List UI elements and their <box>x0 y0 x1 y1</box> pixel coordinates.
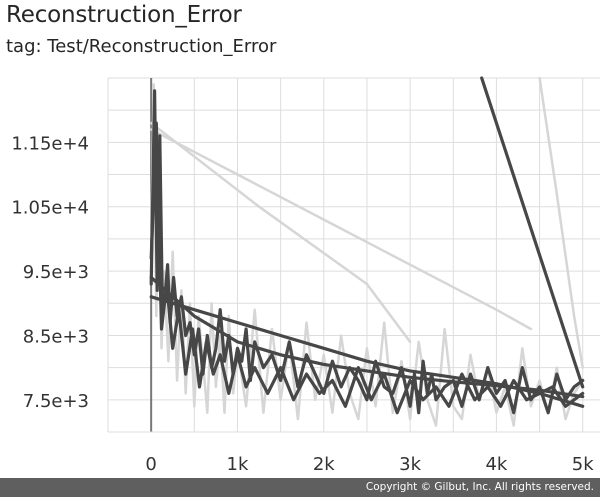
smoothed-series-line-0 <box>149 89 585 415</box>
y-tick-label: 8.5e+3 <box>23 326 89 347</box>
y-tick-label: 9.5e+3 <box>23 262 89 283</box>
x-tick-label: 3k <box>399 454 421 475</box>
chart-title: Reconstruction_Error <box>6 2 242 28</box>
x-tick-label: 5k <box>572 454 594 475</box>
chart-grid <box>107 77 600 433</box>
copyright-text: Copyright © Gilbut, Inc. All rights rese… <box>365 481 594 493</box>
raw-series-line-7 <box>149 128 533 331</box>
y-tick-label: 1.05e+4 <box>11 198 89 219</box>
x-tick-label: 0 <box>145 454 156 475</box>
chart-tag-subtitle: tag: Test/Reconstruction_Error <box>6 36 277 57</box>
raw-series-line-6 <box>149 121 412 344</box>
raw-series-line-8 <box>538 76 584 369</box>
smoothed-series-group <box>149 76 585 415</box>
tick-labels: 7.5e+3 8.5e+3 9.5e+3 1.05e+4 1.15e+4 0 1k 2k 3k 4… <box>11 133 594 475</box>
x-tick-label: 2k <box>313 454 335 475</box>
smoothed-series-line-3 <box>149 275 585 399</box>
smoothed-series-line-4 <box>480 76 585 389</box>
y-tick-label: 7.5e+3 <box>23 391 89 412</box>
copyright-footer: Copyright © Gilbut, Inc. All rights rese… <box>0 478 600 497</box>
y-tick-label: 1.15e+4 <box>11 133 89 154</box>
x-tick-label: 4k <box>485 454 507 475</box>
x-tick-label: 1k <box>227 454 249 475</box>
smoothed-series-line-1 <box>149 121 585 415</box>
line-chart: 7.5e+3 8.5e+3 9.5e+3 1.05e+4 1.15e+4 0 1k 2k 3k 4… <box>11 76 600 475</box>
